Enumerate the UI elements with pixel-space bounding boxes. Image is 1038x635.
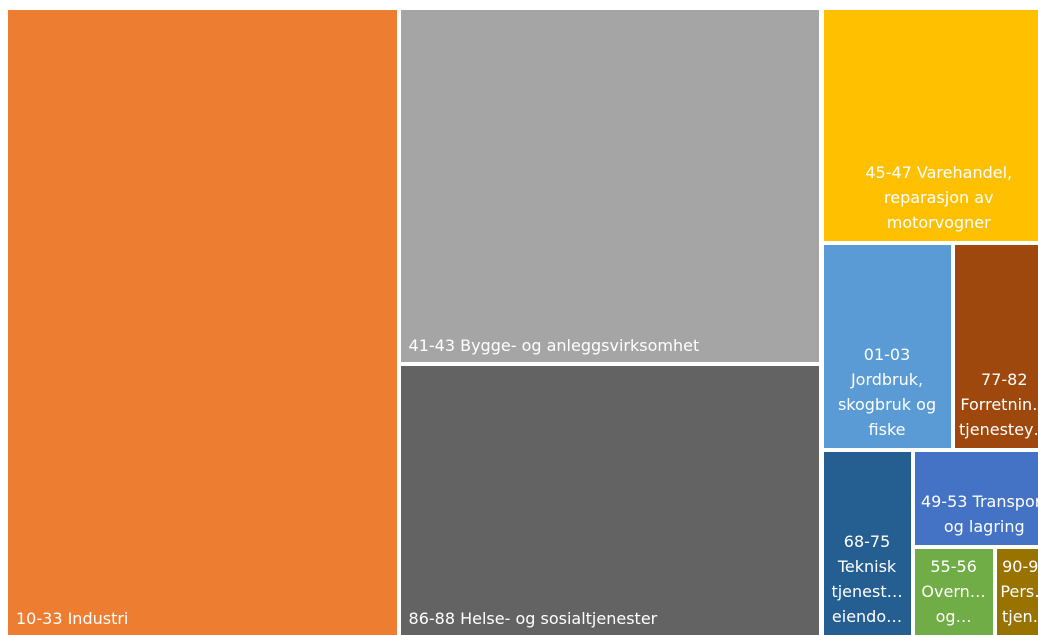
cell-label: 77-82 — [981, 369, 1028, 389]
cell-label: Pers… — [1000, 581, 1038, 601]
cell-label: 68-75 — [843, 531, 891, 551]
cell-label: 45-47 Varehandel, — [865, 163, 1013, 183]
cell-label: Overn… — [921, 581, 986, 601]
cell-label: reparasjon av — [884, 188, 994, 208]
cell-label: motorvogner — [886, 213, 991, 233]
treemap-cell: 68-75 Teknisk tjenest… eiendo… — [823, 451, 911, 635]
treemap-cell: 45-47 Varehandel, reparasjon av motorvogne… — [823, 10, 1038, 242]
treemap-cell: 86-88 Helse- og sosialtjenester — [400, 365, 820, 635]
treemap-cell: 41-43 Bygge- og anleggsvirksomhet — [400, 10, 820, 362]
cell-label: og lagring — [943, 516, 1025, 536]
treemap-cell: 55-56 Overn… og… — [914, 548, 993, 635]
treemap-cell: 01-03 Jordbruk, skogbruk og fiske — [823, 245, 951, 448]
cell-label: Forretnin… — [960, 394, 1038, 414]
cell-label: eiendo… — [831, 606, 903, 626]
treemap-cell: 90-99 Pers… tjen… — [996, 548, 1038, 635]
treemap-cell: 10-33 Industri — [8, 10, 397, 635]
cell-label: Jordbruk, — [850, 369, 924, 389]
cell-label: 01-03 — [863, 344, 911, 364]
cell-label: 55-56 — [930, 556, 977, 576]
cell-label: 41-43 Bygge- og anleggsvirksomhet — [408, 335, 700, 355]
cell-label: fiske — [868, 419, 906, 439]
treemap-cell: 77-82 Forretnin… tjenestey… — [954, 245, 1038, 448]
cell-label: tjenest… — [831, 581, 903, 601]
cell-label: Teknisk — [837, 556, 897, 576]
cell-label: 86-88 Helse- og sosialtjenester — [408, 608, 658, 628]
cell-label: og… — [935, 606, 972, 626]
treemap-cell: 49-53 Transport og lagring — [914, 451, 1038, 545]
cell-label: 10-33 Industri — [16, 609, 129, 628]
cell-label: tjen… — [1001, 606, 1038, 626]
cell-label: skogbruk og — [837, 394, 937, 414]
cell-label: 90-99 — [1002, 556, 1038, 576]
cell-label: tjenestey… — [959, 419, 1038, 439]
cell-label: 49-53 Transport — [920, 491, 1038, 511]
